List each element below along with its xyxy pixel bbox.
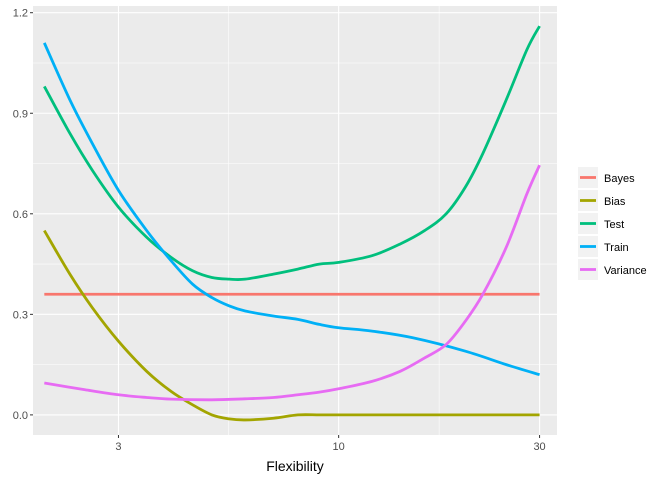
x-tick-label: 3 (115, 441, 121, 453)
x-axis-title: Flexibility (266, 458, 324, 474)
series-line-variance (44, 164, 541, 402)
legend-label-test: Test (604, 219, 624, 231)
series-lines (43, 25, 541, 422)
x-tick-label: 30 (533, 441, 545, 453)
y-tick-label: 0.6 (13, 209, 28, 221)
y-axis: 0.0 0.3 0.6 0.9 1.2 (13, 8, 33, 422)
legend-label-train: Train (604, 242, 629, 254)
y-tick-label: 0.0 (13, 410, 28, 422)
series-line-bias (43, 229, 540, 422)
legend: Bayes Bias Test Train Variance (574, 163, 660, 286)
y-tick-label: 1.2 (13, 8, 28, 20)
series-line-train (43, 42, 540, 377)
legend-label-variance: Variance (604, 265, 647, 277)
y-tick-label: 0.9 (13, 108, 28, 120)
y-tick-label: 0.3 (13, 309, 28, 321)
series-line-test (43, 25, 541, 281)
x-axis: 3 10 30 (115, 435, 546, 453)
legend-label-bias: Bias (604, 196, 626, 208)
plot-panel (33, 6, 557, 435)
x-tick-label: 10 (333, 441, 345, 453)
legend-label-bayes: Bayes (604, 173, 635, 185)
